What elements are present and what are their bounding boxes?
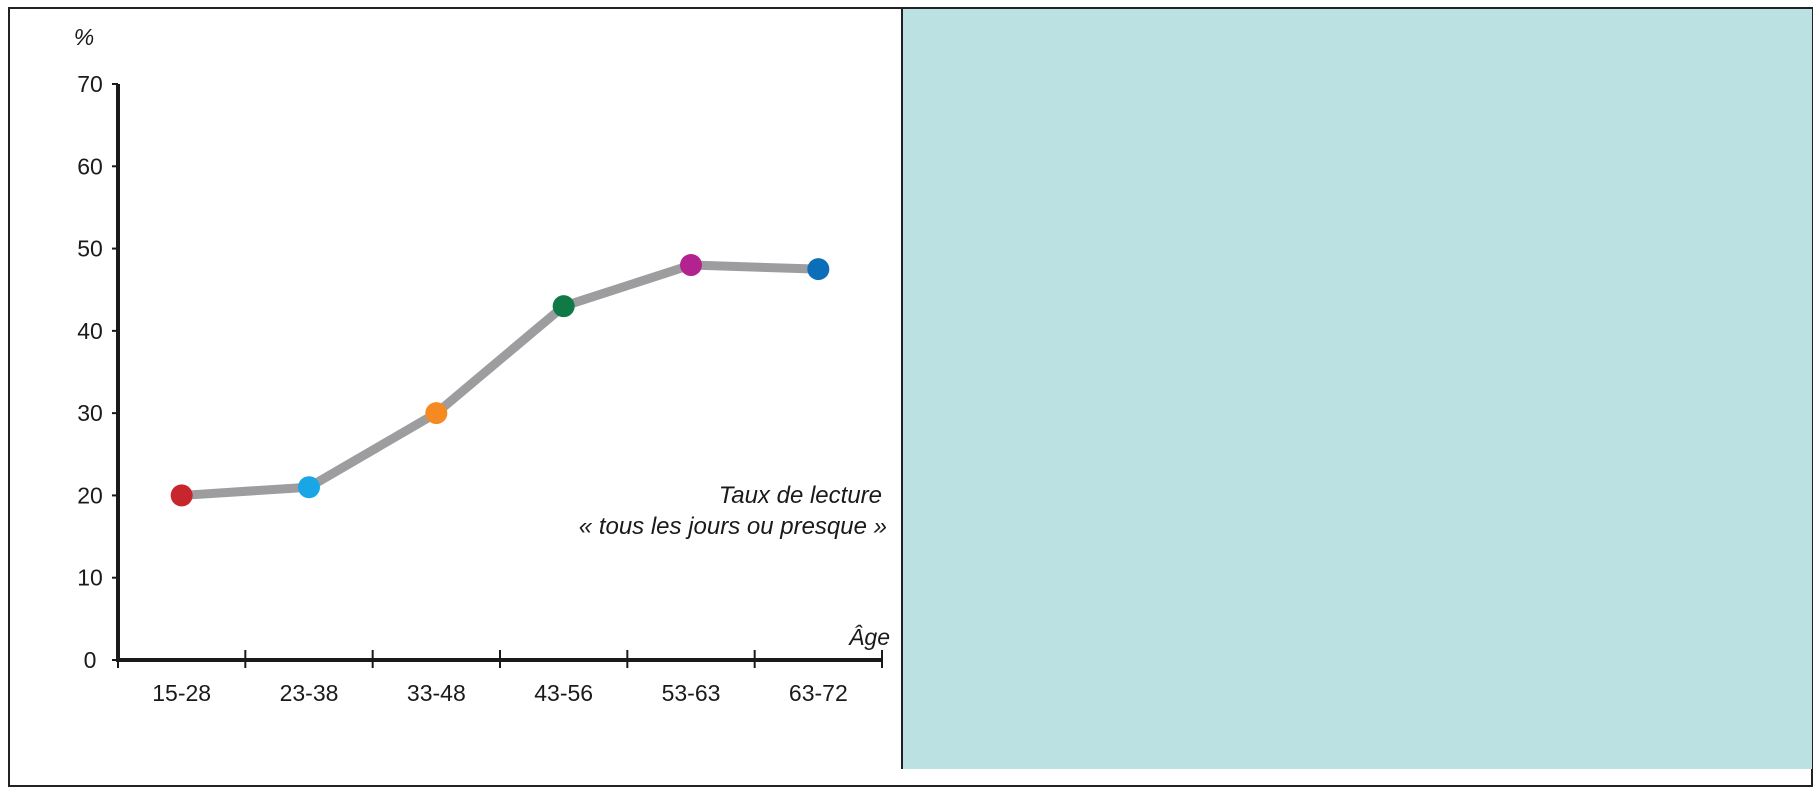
y-tick-label: 70 <box>77 71 103 97</box>
series-line <box>177 260 823 500</box>
y-tick-label: 40 <box>77 318 103 344</box>
blank-panel <box>901 9 1812 769</box>
data-point <box>425 402 448 425</box>
x-tick-label: 63-72 <box>789 680 848 706</box>
x-tick-label: 15-28 <box>152 680 211 706</box>
data-point <box>807 258 830 281</box>
data-point <box>680 254 702 277</box>
x-tick-label: 23-38 <box>280 680 339 706</box>
x-tick-label: 53-63 <box>662 680 721 706</box>
data-point <box>298 476 320 499</box>
data-point <box>552 295 575 318</box>
annotation-line-1: Taux de lecture <box>719 482 882 509</box>
x-tick-label: 33-48 <box>407 680 466 706</box>
y-tick-label: 30 <box>77 400 103 426</box>
line-chart: 0 10 20 30 40 50 60 70 15-28 23-38 33-48 43-56 53-6… <box>74 24 890 706</box>
y-tick-label: 50 <box>77 236 103 262</box>
chart-panel: 0 10 20 30 40 50 60 70 15-28 23-38 33-48 43-56 53-6… <box>10 9 901 769</box>
chart-series <box>170 254 830 507</box>
x-axis-label: Âge <box>848 624 890 650</box>
y-tick-label: 10 <box>77 565 103 591</box>
y-axis-unit-label: % <box>74 24 94 50</box>
data-point <box>170 484 193 507</box>
annotation-line-2: « tous les jours ou presque » <box>579 513 887 540</box>
x-tick-label: 43-56 <box>534 680 593 706</box>
y-tick-label: 60 <box>77 153 103 179</box>
chart-axes <box>116 84 882 662</box>
y-tick-label: 0 <box>84 647 97 673</box>
y-tick-label: 20 <box>77 482 103 508</box>
x-axis-ticks: 15-28 23-38 33-48 43-56 53-63 63-72 <box>117 650 883 706</box>
y-axis-ticks: 0 10 20 30 40 50 60 70 <box>77 71 118 673</box>
